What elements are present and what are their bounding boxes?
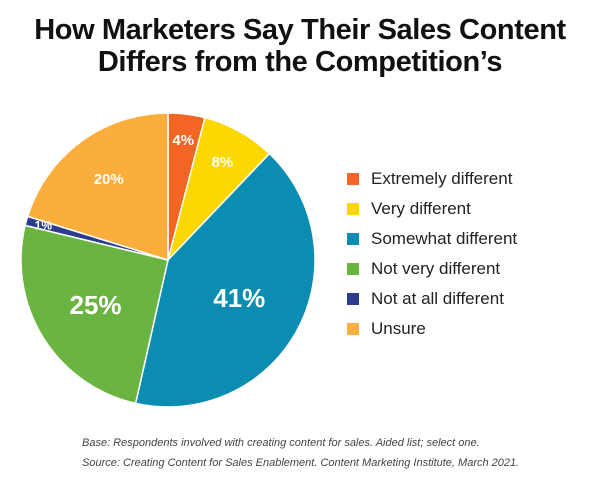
- legend-label: Not very different: [371, 259, 501, 278]
- legend-item-not-very-different: Not very different: [347, 254, 587, 284]
- legend-label: Somewhat different: [371, 229, 518, 248]
- pie-label-not-very-different: 25%: [70, 290, 122, 320]
- pie-label-unsure: 20%: [94, 171, 124, 188]
- chart-title-line-1: How Marketers Say Their Sales Content: [34, 14, 566, 46]
- pie-label-somewhat-different: 41%: [213, 283, 265, 313]
- pie-slice-not-very-different: [20, 224, 169, 405]
- chart-title-line-2: Differs from the Competition’s: [97, 46, 503, 78]
- legend-swatch: [347, 293, 359, 305]
- legend-item-not-at-all-different: Not at all different: [347, 284, 587, 314]
- footnote-source: Source: Creating Content for Sales Enabl…: [82, 457, 520, 469]
- legend-label: Not at all different: [371, 289, 504, 308]
- footnote-base: Base: Respondents involved with creating…: [82, 437, 480, 449]
- chart-title: How Marketers Say Their Sales Content Di…: [0, 14, 600, 78]
- legend-swatch: [347, 233, 359, 245]
- pie-label-not-at-all-different: 1%: [35, 219, 53, 233]
- legend-item-somewhat-different: Somewhat different: [347, 224, 587, 254]
- legend-item-unsure: Unsure: [347, 314, 587, 344]
- legend: Extremely different Very different Somew…: [347, 164, 587, 344]
- legend-label: Unsure: [371, 319, 426, 338]
- legend-swatch: [347, 263, 359, 275]
- legend-swatch: [347, 203, 359, 215]
- legend-label: Very different: [371, 199, 471, 218]
- pie-label-extremely-different: 4%: [172, 132, 194, 149]
- legend-swatch: [347, 173, 359, 185]
- pie-slice-unsure: [26, 112, 169, 262]
- legend-swatch: [347, 323, 359, 335]
- legend-item-extremely-different: Extremely different: [347, 164, 587, 194]
- legend-item-very-different: Very different: [347, 194, 587, 224]
- legend-label: Extremely different: [371, 169, 513, 188]
- pie-slice-somewhat-different: [134, 152, 316, 408]
- pie-label-very-different: 8%: [211, 154, 233, 171]
